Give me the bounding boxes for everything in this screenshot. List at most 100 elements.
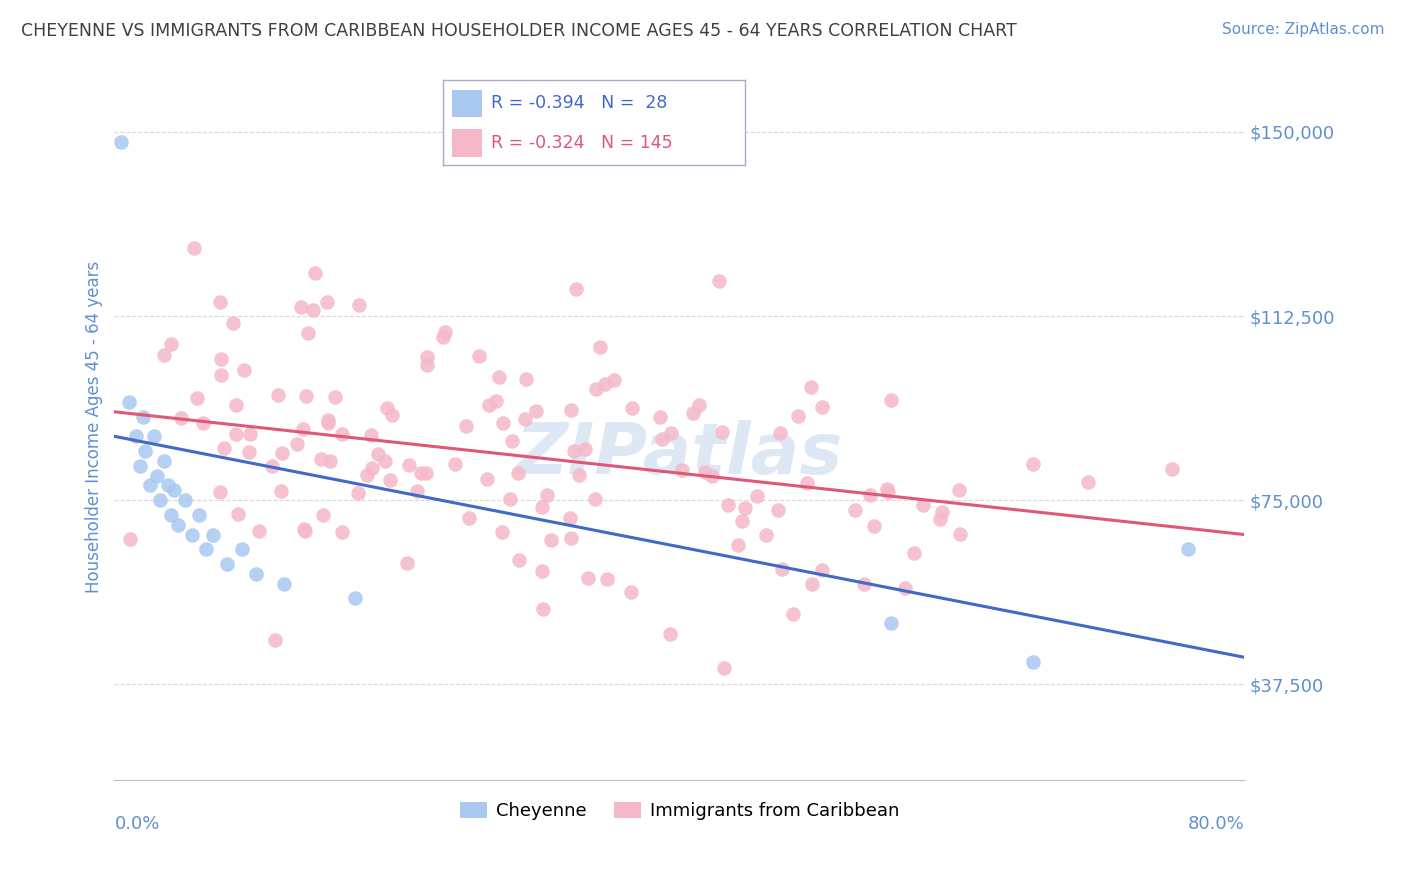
Point [911,498,934,512]
Point [149,493,172,508]
Point [585,382,607,396]
Point [416,350,439,364]
Point [347,298,370,312]
Point [800,380,823,394]
Point [433,325,456,339]
Point [134,444,156,458]
Point [564,282,586,296]
Y-axis label: Householder Income Ages 45 - 64 years: Householder Income Ages 45 - 64 years [86,260,103,592]
Point [110,135,132,149]
Point [1177,542,1199,557]
Point [160,336,183,351]
Point [949,527,972,541]
Point [475,473,498,487]
Point [233,363,256,377]
Point [409,466,432,480]
Point [707,274,730,288]
Legend: Cheyenne, Immigrants from Caribbean: Cheyenne, Immigrants from Caribbean [453,795,907,828]
Point [225,426,247,441]
Point [212,441,235,455]
Point [560,403,582,417]
Point [485,393,508,408]
Point [588,340,610,354]
Point [143,429,166,443]
Point [262,459,284,474]
Point [316,413,339,427]
Point [879,393,901,408]
Point [297,326,319,341]
Point [238,445,260,459]
Point [415,358,437,372]
Point [931,505,953,519]
Point [536,488,558,502]
Text: R = -0.324   N = 145: R = -0.324 N = 145 [491,134,673,152]
Point [444,457,467,471]
Point [302,303,325,318]
Point [330,524,353,539]
Point [880,615,903,630]
Point [146,468,169,483]
Point [769,425,792,440]
Point [311,451,333,466]
Point [271,446,294,460]
Point [270,484,292,499]
Point [558,511,581,525]
Point [713,661,735,675]
Point [596,572,619,586]
Point [468,349,491,363]
Point [560,531,582,545]
Point [208,295,231,310]
Point [264,632,287,647]
Point [1021,655,1043,669]
Point [226,508,249,522]
Point [367,447,389,461]
Point [209,368,232,382]
Point [928,512,950,526]
Point [330,426,353,441]
Text: ZIPatlas: ZIPatlas [516,420,844,490]
Point [138,478,160,492]
Point [859,488,882,502]
Point [195,542,218,557]
Point [316,416,339,430]
Point [377,401,399,415]
Point [747,489,769,503]
Point [620,584,643,599]
Point [131,409,153,424]
Point [181,527,204,541]
Point [231,542,253,557]
Point [711,425,734,440]
Point [405,483,427,498]
Point [239,426,262,441]
Text: 80.0%: 80.0% [1188,815,1244,833]
Point [531,602,554,616]
Point [319,454,342,468]
Point [153,348,176,362]
Point [508,553,530,567]
Point [501,434,523,449]
Point [160,508,183,522]
Bar [451,129,482,157]
Point [568,468,591,483]
Point [524,403,547,417]
Point [583,492,606,507]
Point [844,503,866,517]
Point [290,300,312,314]
Point [562,444,585,458]
Point [651,433,673,447]
Point [488,370,510,384]
Point [183,241,205,255]
Point [380,408,402,422]
Point [853,577,876,591]
Point [153,454,176,468]
Point [700,468,723,483]
Point [801,577,824,591]
Point [222,316,245,330]
Point [755,527,778,541]
Text: CHEYENNE VS IMMIGRANTS FROM CARIBBEAN HOUSEHOLDER INCOME AGES 45 - 64 YEARS CORR: CHEYENNE VS IMMIGRANTS FROM CARIBBEAN HO… [21,22,1017,40]
Point [863,518,886,533]
Point [291,422,314,436]
Point [811,400,834,414]
Point [361,460,384,475]
Point [513,412,536,426]
